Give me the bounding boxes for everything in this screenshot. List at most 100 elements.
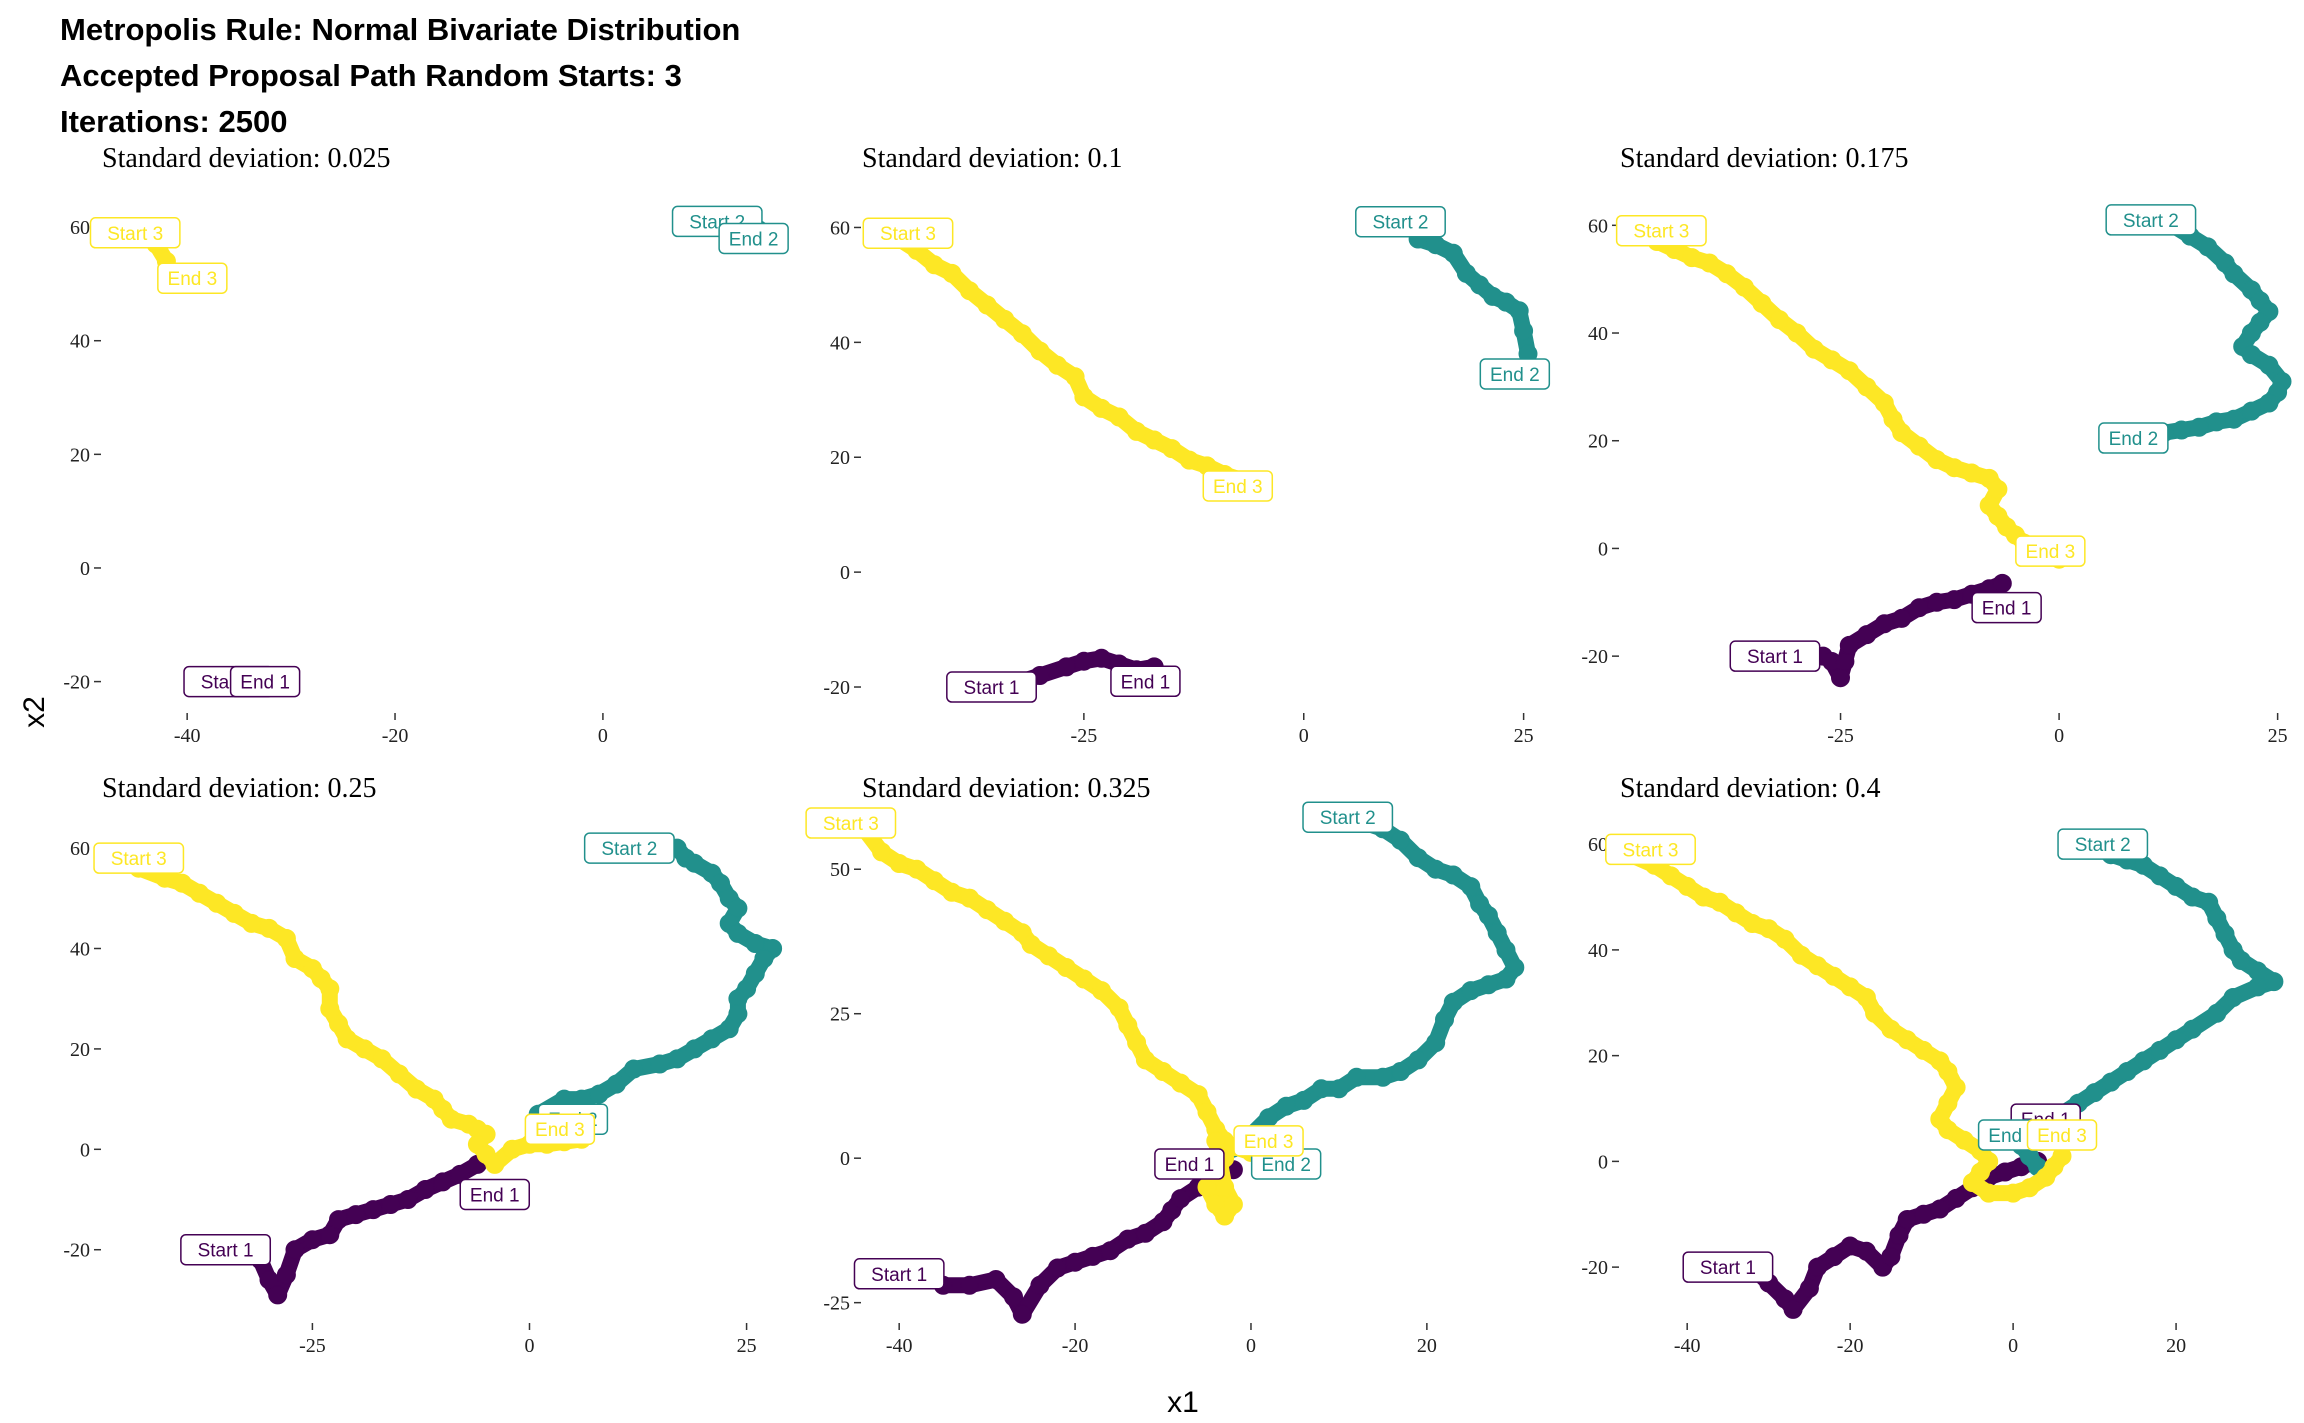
point-series-1 [1799, 1278, 1819, 1298]
point-series-1 [1856, 1241, 1876, 1261]
panel-title: Standard deviation: 0.25 [102, 773, 377, 804]
point-series-3 [1661, 866, 1681, 886]
y-axis-title: x2 [18, 696, 51, 728]
point-series-2 [1276, 1096, 1296, 1116]
panel-1: Standard deviation: 0.025 -20 0 20 40 60 -40 -2… [63, 143, 789, 747]
label-box [229, 665, 301, 698]
point-series-1 [1914, 1204, 1933, 1224]
point-label-start-1: Start 1 [1682, 1251, 1774, 1283]
point-series-3 [1752, 293, 1772, 313]
label-text: Start 3 [1623, 840, 1679, 861]
point-series-2 [1435, 1010, 1454, 1029]
point-series-2 [2206, 412, 2226, 432]
point-label-end-3: End 3 [524, 1113, 596, 1145]
point-series-1 [1897, 1210, 1917, 1229]
point-series-2 [1408, 1050, 1428, 1070]
point-series-3 [1897, 1030, 1917, 1050]
panel-2: Standard deviation: 0.1 -20 0 20 40 60 -25 0 25 S… [823, 143, 1551, 747]
point-series-2 [2182, 1019, 2202, 1039]
point-series-3 [1856, 988, 1876, 1007]
y-tick-label: 60 [1588, 215, 1608, 237]
label-text: End 1 [1121, 672, 1171, 693]
point-series-3 [1734, 277, 1754, 297]
point-series-2 [1514, 321, 1534, 341]
point-series-3 [1021, 934, 1041, 954]
label-text: End 2 [729, 229, 779, 250]
point-series-1 [1927, 592, 1947, 612]
point-series-3 [407, 1079, 427, 1099]
label-text: End 2 [1490, 365, 1540, 386]
point-series-3 [1769, 310, 1789, 330]
x-tick-label: 25 [1514, 725, 1534, 747]
point-label-start-3: Start 3 [1605, 833, 1696, 866]
label-box [2015, 535, 2086, 567]
point-series-1 [259, 1270, 279, 1290]
point-series-2 [728, 898, 748, 918]
point-series-3 [1839, 361, 1859, 381]
point-series-3 [1726, 903, 1746, 923]
point-series-3 [1962, 463, 1982, 483]
x-tick-label: -20 [1062, 1335, 1089, 1357]
point-series-3 [942, 263, 962, 283]
point-series-2 [1461, 981, 1481, 1001]
y-tick-label: 20 [1588, 1046, 1608, 1068]
point-series-2 [2224, 409, 2244, 429]
point-series-3 [960, 888, 979, 908]
point-series-2 [711, 873, 730, 893]
point-series-3 [337, 1029, 357, 1049]
point-series-1 [398, 1190, 418, 1209]
point-series-2 [754, 949, 774, 968]
y-tick-label: 20 [70, 1039, 90, 1061]
point-series-3 [924, 871, 944, 891]
x-tick-label: 20 [1417, 1335, 1437, 1357]
point-series-2 [1373, 1067, 1393, 1087]
point-series-1 [1030, 1275, 1050, 1295]
x-tick-label: 0 [1299, 725, 1309, 747]
label-text: End 1 [1982, 599, 2032, 620]
label-text: End 1 [1165, 1155, 1215, 1176]
point-series-3 [942, 882, 962, 902]
point-series-2 [2166, 1030, 2186, 1050]
point-series-1 [1808, 1257, 1828, 1277]
point-series-1 [329, 1210, 348, 1230]
label-box [93, 842, 185, 874]
point-series-1 [1835, 652, 1855, 671]
point-series-1 [1171, 1189, 1191, 1209]
x-tick-label: 0 [1246, 1335, 1256, 1357]
figure-title-line-1: Metropolis Rule: Normal Bivariate Distri… [60, 12, 741, 47]
point-series-1 [1930, 1199, 1950, 1219]
point-series-2 [1426, 235, 1446, 255]
y-tick-label: 0 [840, 1148, 850, 1170]
point-series-3 [1127, 421, 1147, 441]
label-box [2057, 828, 2149, 860]
point-label-start-3: Start 3 [1615, 214, 1707, 247]
point-series-2 [728, 923, 748, 943]
label-text: End 3 [168, 269, 218, 290]
panels-layer: Standard deviation: 0.025 -20 0 20 40 60 -40 -2… [63, 143, 2292, 1357]
point-series-1 [1783, 1299, 1803, 1319]
point-series-1 [1889, 1225, 1909, 1245]
point-series-3 [1857, 377, 1877, 397]
point-series-1 [1992, 573, 2012, 593]
point-series-3 [1824, 966, 1844, 986]
point-series-3 [276, 929, 296, 948]
point-series-2 [1443, 865, 1463, 885]
point-series-2 [1509, 301, 1529, 321]
point-series-3 [1865, 1003, 1885, 1023]
panel-4: Standard deviation: 0.25 -20 0 20 40 60 -25 0 25… [63, 773, 783, 1357]
point-series-3 [320, 999, 340, 1019]
point-series-3 [1938, 1093, 1958, 1113]
point-series-2 [1478, 906, 1498, 925]
point-series-1 [1944, 590, 1964, 610]
point-series-3 [224, 903, 244, 923]
point-series-3 [1954, 1130, 1974, 1150]
x-tick-label: 25 [737, 1335, 757, 1357]
point-series-2 [719, 1019, 739, 1039]
point-series-3 [1074, 387, 1094, 407]
point-series-1 [433, 1172, 453, 1192]
x-tick-label: 0 [2008, 1335, 2018, 1357]
y-tick-label: 20 [70, 444, 90, 466]
y-tick-label: 0 [1598, 1151, 1608, 1173]
point-series-3 [1109, 998, 1129, 1018]
